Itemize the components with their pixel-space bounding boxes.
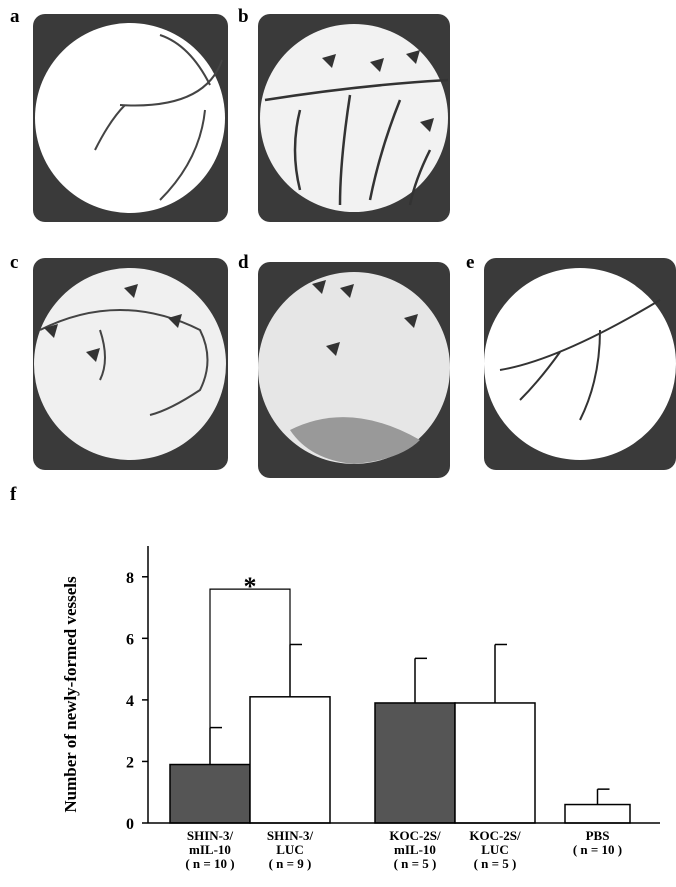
photo-b (258, 14, 450, 222)
panel-label: e (466, 252, 474, 273)
panel-label: f (10, 484, 17, 505)
photo-d (258, 262, 450, 478)
x-tick-label: ( n = 10 ) (573, 842, 622, 857)
y-axis-label: Number of newly-formed vessels (61, 576, 80, 813)
bar (249, 696, 331, 824)
panel-label: a (10, 6, 20, 27)
x-tick-label: mIL-10 (189, 842, 231, 857)
panel-label: d (238, 252, 249, 273)
bar (454, 702, 536, 824)
y-tick-label: 4 (126, 693, 134, 710)
bar (374, 702, 456, 824)
x-tick-label: KOC-2S/ (389, 828, 441, 843)
bar (169, 763, 251, 824)
significance-bracket (209, 588, 291, 728)
x-tick-label: ( n = 5 ) (474, 856, 517, 871)
x-tick-label: ( n = 10 ) (185, 856, 234, 871)
x-tick-label: KOC-2S/ (469, 828, 521, 843)
x-tick-label: LUC (276, 842, 303, 857)
bar (564, 803, 631, 824)
photo-c (33, 258, 228, 470)
x-tick-label: ( n = 9 ) (269, 856, 312, 871)
y-tick-label: 6 (126, 631, 134, 648)
y-tick-label: 0 (126, 816, 134, 833)
photo-e (484, 258, 676, 470)
x-tick-label: ( n = 5 ) (394, 856, 437, 871)
photo-a (33, 14, 228, 222)
y-tick-label: 2 (126, 754, 134, 771)
x-tick-label: mIL-10 (394, 842, 436, 857)
x-tick-label: PBS (586, 828, 610, 843)
y-tick-label: 8 (126, 570, 134, 587)
panel-label: b (238, 6, 249, 27)
panel-label: c (10, 252, 18, 273)
x-tick-label: LUC (481, 842, 508, 857)
x-tick-label: SHIN-3/ (267, 828, 314, 843)
significance-label: * (244, 572, 257, 601)
x-tick-label: SHIN-3/ (187, 828, 234, 843)
